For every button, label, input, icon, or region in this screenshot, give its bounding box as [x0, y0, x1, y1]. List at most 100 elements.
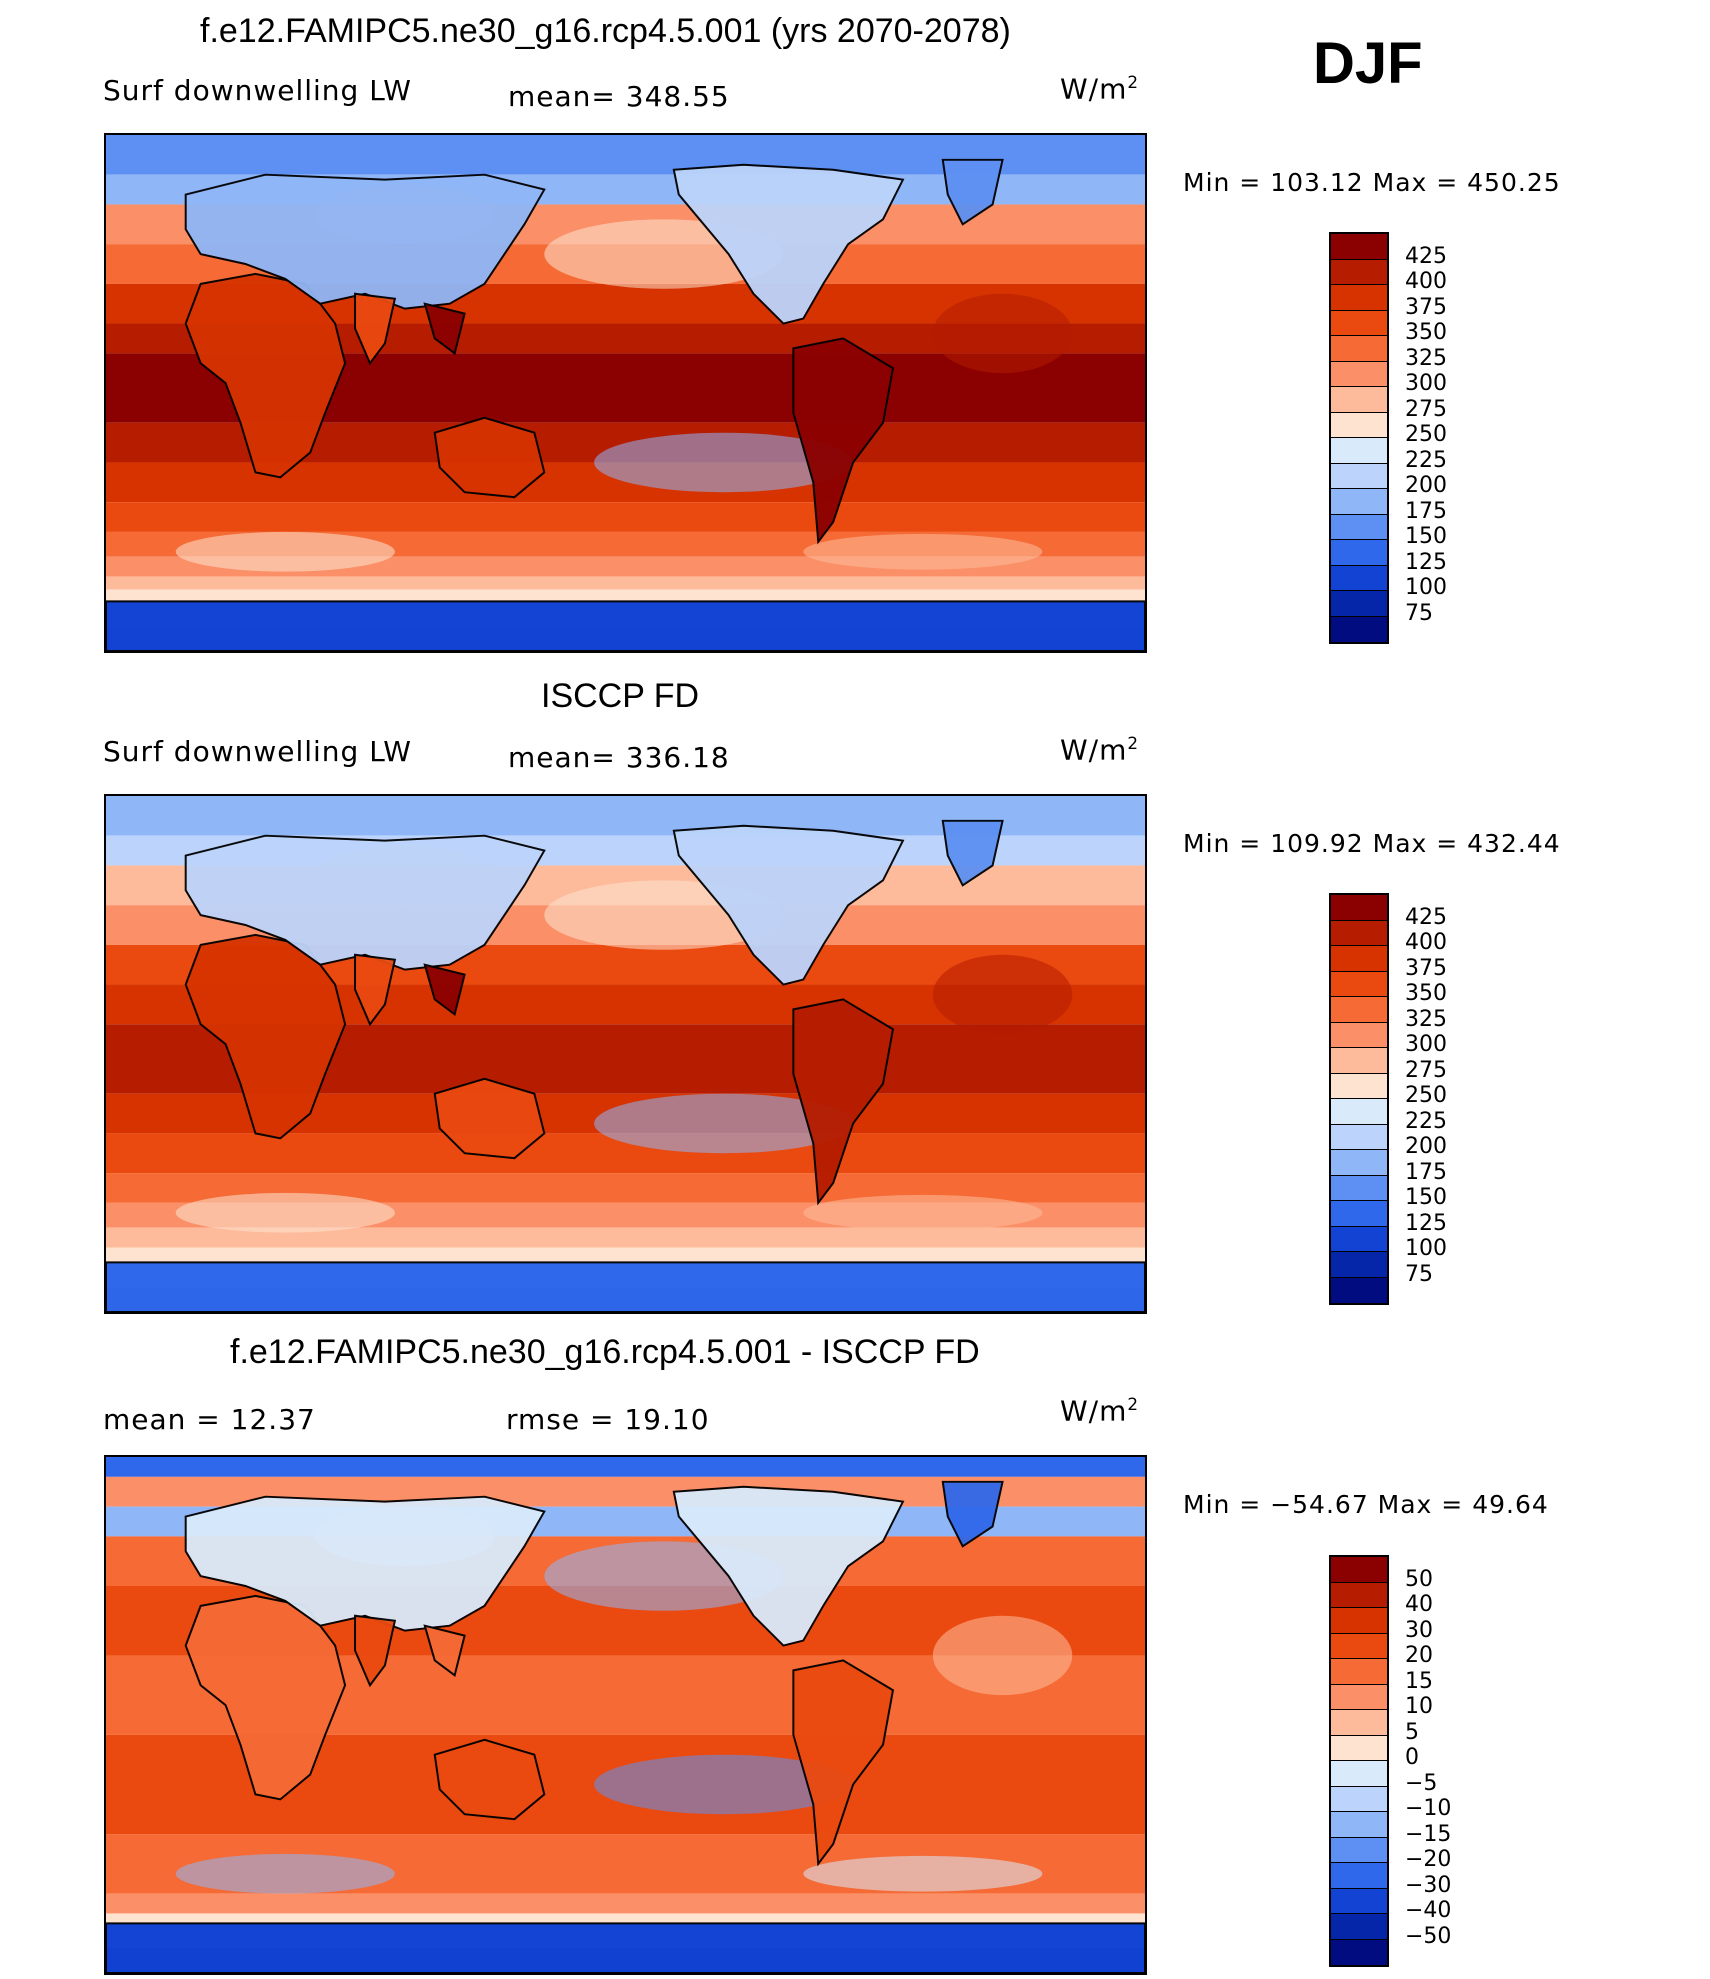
- colorbar-swatch: [1331, 1277, 1387, 1303]
- coastline-greenland: [941, 1480, 1004, 1548]
- colorbar-swatch: [1331, 438, 1387, 464]
- coastline-australia: [433, 416, 546, 499]
- colorbar-swatch: [1331, 1863, 1387, 1889]
- contour-blob: [594, 432, 854, 493]
- colorbar-swatch: [1331, 1022, 1387, 1048]
- panel-2-mean-label: mean= 336.18: [508, 741, 730, 774]
- colorbar-tick-label: 15: [1405, 1668, 1433, 1694]
- coastline-samerica: [792, 1659, 895, 1867]
- coastline-samerica: [792, 998, 895, 1206]
- coastline-eurasia: [184, 834, 546, 971]
- colorbar-tick-label: 300: [1405, 1032, 1447, 1057]
- colorbar-swatch: [1331, 971, 1387, 997]
- colorbar-tick-label: 150: [1405, 1185, 1447, 1210]
- coastline-antarctica: [106, 1922, 1145, 1973]
- coastline-greenland: [941, 819, 1004, 887]
- colorbar-tick-label: 325: [1405, 1006, 1447, 1032]
- colorbar-swatch: [1331, 565, 1387, 591]
- contour-blob: [175, 1192, 395, 1233]
- panel-1-units: W/m2: [1060, 72, 1140, 106]
- colorbar-swatch: [1331, 1226, 1387, 1252]
- panel-1-variable-label: Surf downwelling LW: [103, 74, 412, 107]
- colorbar-swatch: [1331, 591, 1387, 617]
- colorbar-tick-label: −20: [1405, 1847, 1452, 1872]
- coastline-seasia: [423, 302, 466, 355]
- colorbar-swatch: [1331, 1201, 1387, 1227]
- colorbar-swatch: [1331, 1048, 1387, 1074]
- colorbar-tick-label: −40: [1405, 1898, 1452, 1923]
- contour-band: [106, 1893, 1145, 1914]
- contour-band: [106, 1247, 1145, 1263]
- colorbar-tick-label: 400: [1405, 269, 1447, 294]
- colorbar-tick-label: 30: [1405, 1617, 1433, 1643]
- colorbar-swatch: [1331, 1761, 1387, 1787]
- coastline-antarctica: [106, 600, 1145, 651]
- panel-2-colorbar: [1329, 893, 1389, 1305]
- colorbar-swatch: [1331, 259, 1387, 285]
- contour-blob: [803, 1194, 1043, 1231]
- colorbar-swatch: [1331, 1812, 1387, 1838]
- contour-blob: [175, 531, 395, 572]
- colorbar-swatch: [1331, 514, 1387, 540]
- colorbar-tick-label: −10: [1405, 1796, 1452, 1821]
- map-plot: [106, 796, 1145, 1312]
- contour-blob: [803, 1855, 1043, 1892]
- contour-band: [106, 1913, 1145, 1924]
- coastline-greenland: [941, 158, 1004, 226]
- panel-3-mean-label: mean = 12.37: [103, 1403, 316, 1436]
- colorbar-swatch: [1331, 1837, 1387, 1863]
- coastline-eurasia: [184, 173, 546, 310]
- colorbar-swatch: [1331, 920, 1387, 946]
- contour-band: [106, 576, 1145, 590]
- contour-blob: [803, 533, 1043, 570]
- colorbar-swatch: [1331, 1939, 1387, 1965]
- colorbar-tick-label: 250: [1405, 422, 1447, 447]
- colorbar-tick-label: 225: [1405, 447, 1447, 473]
- coastline-namerica: [672, 163, 905, 325]
- panel-3-colorbar: [1329, 1555, 1389, 1967]
- colorbar-swatch: [1331, 463, 1387, 489]
- contour-band: [106, 502, 1145, 532]
- colorbar-tick-label: 175: [1405, 1159, 1447, 1185]
- colorbar-tick-label: 175: [1405, 498, 1447, 524]
- colorbar-tick-label: 150: [1405, 524, 1447, 549]
- colorbar-swatch: [1331, 1608, 1387, 1634]
- colorbar-tick-label: 50: [1405, 1566, 1433, 1592]
- contour-blob: [594, 1093, 854, 1154]
- colorbar-swatch: [1331, 1150, 1387, 1176]
- contour-blob: [932, 954, 1073, 1035]
- colorbar-tick-label: 200: [1405, 1134, 1447, 1159]
- colorbar-tick-label: 20: [1405, 1643, 1433, 1668]
- panel-2-minmax: Min = 109.92 Max = 432.44: [1183, 829, 1561, 858]
- colorbar-swatch: [1331, 412, 1387, 438]
- colorbar-swatch: [1331, 616, 1387, 642]
- colorbar-tick-label: −50: [1405, 1923, 1452, 1949]
- colorbar-tick-label: −15: [1405, 1821, 1452, 1847]
- colorbar-tick-label: 100: [1405, 575, 1447, 600]
- colorbar-tick-label: 75: [1405, 600, 1433, 626]
- colorbar-swatch: [1331, 946, 1387, 972]
- panel-2-map: [104, 794, 1147, 1314]
- contour-band: [106, 1457, 1145, 1477]
- colorbar-tick-label: −30: [1405, 1872, 1452, 1898]
- colorbar-tick-label: 0: [1405, 1745, 1419, 1770]
- panel-3-units: W/m2: [1060, 1394, 1140, 1428]
- map-plot: [106, 1457, 1145, 1973]
- colorbar-tick-label: 325: [1405, 345, 1447, 371]
- colorbar-tick-label: 40: [1405, 1592, 1433, 1617]
- panel-1-colorbar: [1329, 232, 1389, 644]
- colorbar-swatch: [1331, 1659, 1387, 1685]
- colorbar-swatch: [1331, 997, 1387, 1023]
- panel-1-title: f.e12.FAMIPC5.ne30_g16.rcp4.5.001 (yrs 2…: [200, 12, 1011, 50]
- panel-2-units: W/m2: [1060, 733, 1140, 767]
- colorbar-tick-label: 5: [1405, 1719, 1419, 1745]
- colorbar-tick-label: 125: [1405, 1210, 1447, 1236]
- colorbar-swatch: [1331, 1175, 1387, 1201]
- colorbar-tick-label: 375: [1405, 294, 1447, 320]
- coastline-namerica: [672, 824, 905, 986]
- colorbar-tick-label: 300: [1405, 371, 1447, 396]
- colorbar-tick-label: 350: [1405, 320, 1447, 345]
- panel-3-map: [104, 1455, 1147, 1975]
- colorbar-tick-label: 275: [1405, 396, 1447, 422]
- colorbar-tick-label: 275: [1405, 1057, 1447, 1083]
